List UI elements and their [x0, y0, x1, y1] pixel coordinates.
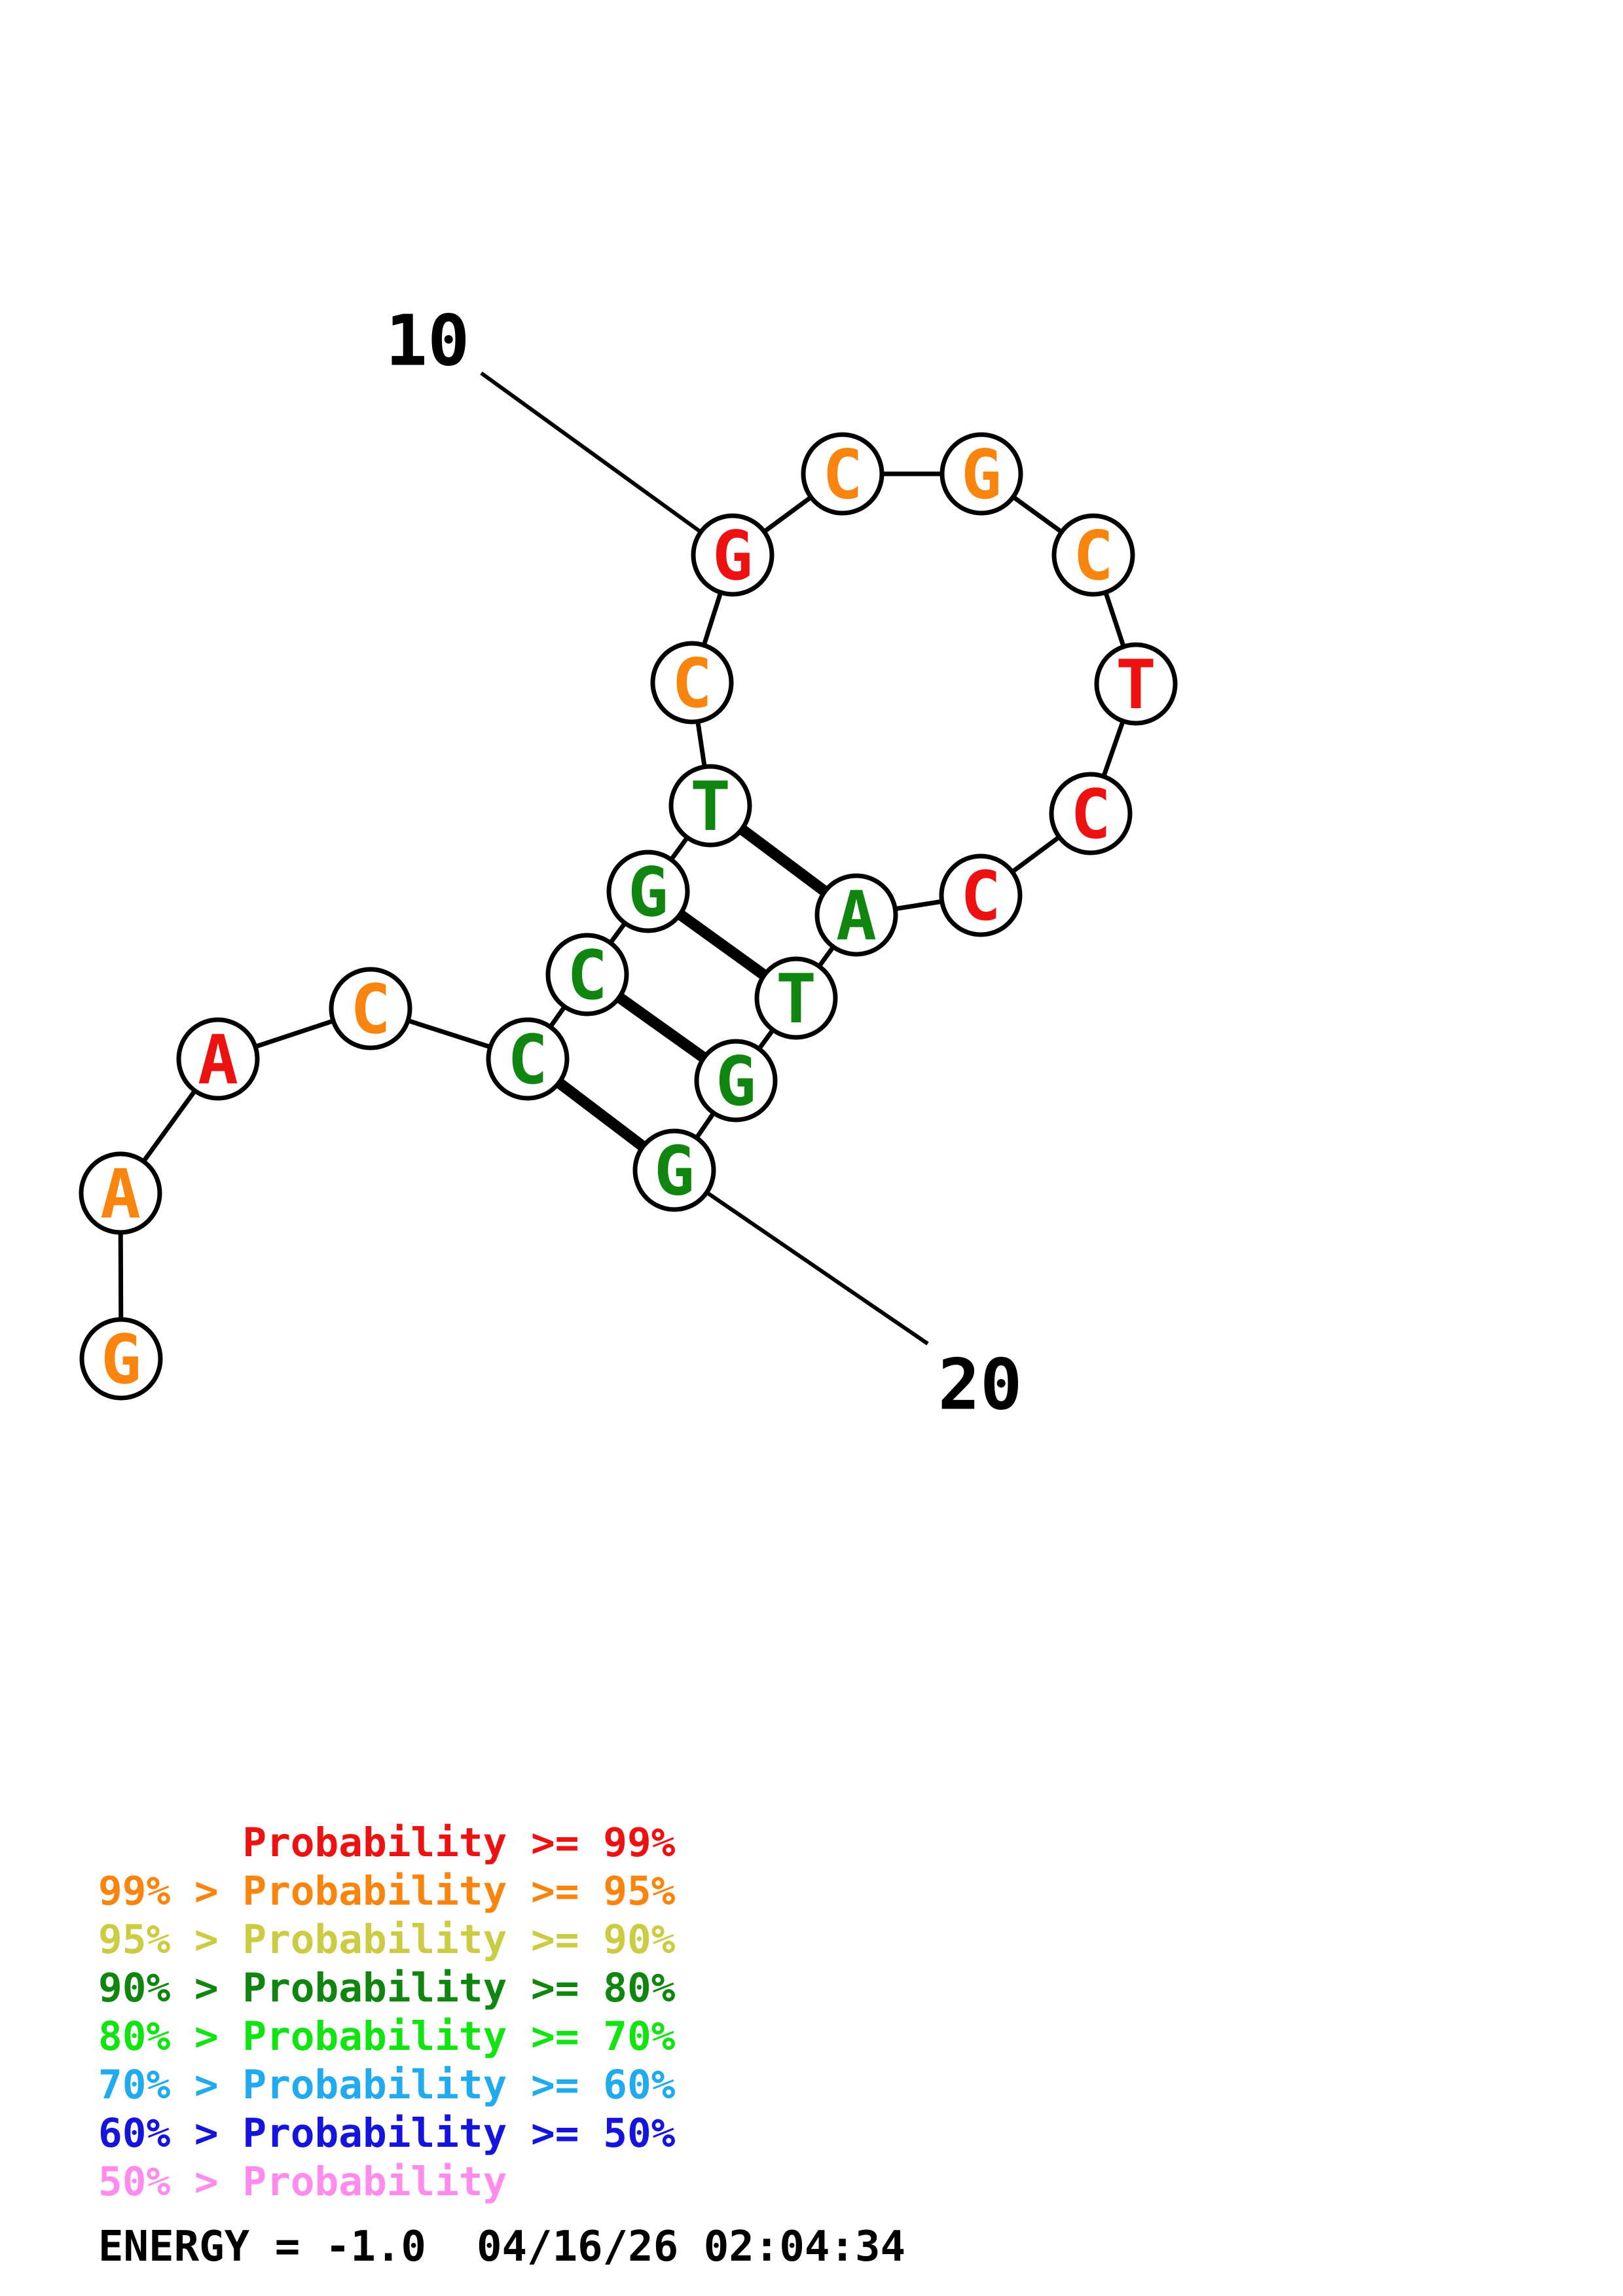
nucleotide-base-3: A: [198, 1021, 238, 1100]
nucleotide-circle-12: [939, 432, 1023, 516]
nucleotide-base-1: G: [101, 1321, 141, 1399]
nucleotide-circle-19: [694, 1039, 778, 1122]
nucleotide-circle-10: [691, 513, 775, 597]
nucleotide-circle-3: [176, 1017, 260, 1101]
legend-row: 95% > Probability >= 90%: [98, 1916, 676, 1963]
nucleotide-base-5: C: [507, 1021, 548, 1100]
sequence-number-line-20: [673, 1168, 929, 1346]
energy-footer: ENERGY = -1.0 04/16/26 02:04:34: [98, 2223, 905, 2271]
nucleotide-base-13: C: [1073, 517, 1114, 596]
nucleotide-base-14: T: [1116, 646, 1156, 725]
nucleotide-circle-11: [801, 432, 884, 516]
nucleotide-circle-14: [1094, 642, 1178, 726]
nucleotide-circle-17: [814, 873, 898, 957]
nucleotide-base-4: C: [350, 971, 391, 1049]
legend-row: 70% > Probability >= 60%: [98, 2062, 676, 2108]
nucleotide-base-11: C: [822, 436, 863, 514]
nucleotide-base-18: T: [776, 960, 816, 1039]
nucleotide-circle-18: [754, 956, 838, 1040]
nucleotide-base-20: G: [654, 1132, 695, 1211]
legend-row: 99% > Probability >= 95%: [98, 1868, 676, 1914]
nucleotide-circle-5: [486, 1017, 570, 1101]
nucleotide-circle-9: [650, 641, 734, 725]
nucleotide-circle-16: [939, 853, 1023, 937]
legend-row: 80% > Probability >= 70%: [98, 2013, 676, 2060]
sequence-number-line-10: [480, 371, 734, 557]
nucleotide-base-16: C: [960, 857, 1001, 936]
nucleotide-base-6: C: [567, 937, 608, 1015]
nucleotide-circle-6: [545, 933, 629, 1016]
nucleotide-circle-15: [1049, 772, 1133, 855]
nucleotide-circle-8: [668, 764, 752, 848]
sequence-number-label-20: 20: [938, 1345, 1023, 1426]
legend-row: 50% > Probability: [98, 2159, 507, 2205]
nucleotide-base-15: C: [1070, 776, 1111, 854]
nucleotide-base-7: G: [628, 853, 668, 932]
nucleotide-circle-7: [606, 850, 690, 933]
nucleotide-circle-1: [79, 1317, 163, 1401]
nucleotide-base-2: A: [100, 1155, 141, 1234]
nucleotide-circle-13: [1051, 513, 1135, 597]
nucleotide-circle-4: [329, 967, 412, 1050]
nucleotide-circle-20: [632, 1128, 716, 1212]
probability-legend: Probability >= 99% 99% > Probability >= 9…: [98, 1819, 675, 2206]
legend-row: Probability >= 99%: [98, 1820, 676, 1866]
nucleotide-circle-2: [79, 1151, 162, 1235]
nucleotide-base-8: T: [690, 768, 731, 846]
nucleotide-base-9: C: [672, 645, 712, 723]
nucleotide-base-17: A: [836, 877, 877, 956]
legend-row: 60% > Probability >= 50%: [98, 2110, 676, 2157]
nucleotide-base-12: G: [961, 436, 1002, 514]
legend-row: 90% > Probability >= 80%: [98, 1965, 676, 2011]
nucleotide-base-19: G: [716, 1043, 756, 1121]
sequence-number-label-10: 10: [386, 301, 470, 382]
nucleotide-base-10: G: [712, 517, 753, 596]
